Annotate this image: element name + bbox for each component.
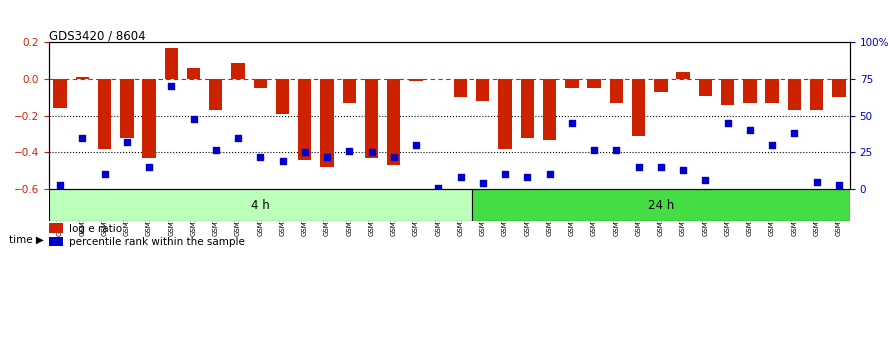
- Point: [365, 150, 379, 155]
- Point: [320, 154, 334, 160]
- Text: time ▶: time ▶: [9, 234, 44, 245]
- Bar: [472, 189, 850, 221]
- Bar: [610, 79, 623, 103]
- Point: [831, 182, 845, 188]
- Bar: [231, 63, 245, 79]
- Point: [386, 154, 400, 160]
- Point: [119, 139, 134, 145]
- Point: [721, 120, 735, 126]
- Bar: [387, 79, 400, 165]
- Point: [475, 181, 490, 186]
- Bar: [721, 79, 734, 105]
- Bar: [654, 79, 668, 92]
- Bar: [49, 237, 63, 246]
- Point: [53, 182, 68, 188]
- Point: [587, 147, 602, 152]
- Point: [520, 175, 534, 180]
- Bar: [165, 48, 178, 79]
- Point: [698, 177, 712, 183]
- Bar: [587, 79, 601, 88]
- Bar: [632, 79, 645, 136]
- Point: [765, 142, 780, 148]
- Point: [676, 167, 691, 173]
- Point: [409, 142, 424, 148]
- Bar: [53, 79, 67, 108]
- Point: [542, 172, 557, 177]
- Bar: [187, 68, 200, 79]
- Bar: [810, 79, 823, 110]
- Bar: [209, 79, 222, 110]
- Bar: [454, 79, 467, 97]
- Bar: [409, 79, 423, 81]
- Point: [453, 175, 468, 180]
- Bar: [142, 79, 156, 158]
- Point: [653, 164, 668, 170]
- Bar: [676, 72, 690, 79]
- Bar: [343, 79, 356, 103]
- Bar: [49, 189, 472, 221]
- Bar: [832, 79, 846, 97]
- Point: [208, 147, 222, 152]
- Bar: [120, 79, 134, 138]
- Text: 24 h: 24 h: [648, 199, 674, 212]
- Bar: [498, 79, 512, 149]
- Text: percentile rank within the sample: percentile rank within the sample: [69, 237, 245, 247]
- Bar: [98, 79, 111, 149]
- Bar: [49, 223, 63, 233]
- Bar: [699, 79, 712, 96]
- Bar: [765, 79, 779, 103]
- Point: [276, 159, 290, 164]
- Point: [609, 147, 623, 152]
- Point: [632, 164, 646, 170]
- Bar: [788, 79, 801, 110]
- Bar: [298, 79, 312, 160]
- Bar: [76, 77, 89, 79]
- Bar: [320, 79, 334, 167]
- Point: [564, 120, 578, 126]
- Point: [431, 185, 445, 190]
- Point: [254, 154, 268, 160]
- Bar: [565, 79, 578, 88]
- Bar: [365, 79, 378, 158]
- Point: [164, 84, 178, 89]
- Point: [742, 128, 756, 133]
- Bar: [521, 79, 534, 138]
- Text: GDS3420 / 8604: GDS3420 / 8604: [49, 29, 146, 42]
- Point: [787, 131, 801, 136]
- Point: [498, 172, 513, 177]
- Point: [297, 150, 312, 155]
- Point: [97, 172, 112, 177]
- Text: log e ratio: log e ratio: [69, 224, 122, 234]
- Bar: [543, 79, 556, 139]
- Point: [810, 179, 824, 185]
- Point: [342, 148, 356, 154]
- Point: [231, 135, 246, 141]
- Point: [142, 164, 157, 170]
- Bar: [743, 79, 756, 103]
- Point: [187, 116, 201, 121]
- Point: [76, 135, 89, 141]
- Bar: [476, 79, 490, 101]
- Bar: [276, 79, 289, 114]
- Bar: [254, 79, 267, 88]
- Text: 4 h: 4 h: [251, 199, 270, 212]
